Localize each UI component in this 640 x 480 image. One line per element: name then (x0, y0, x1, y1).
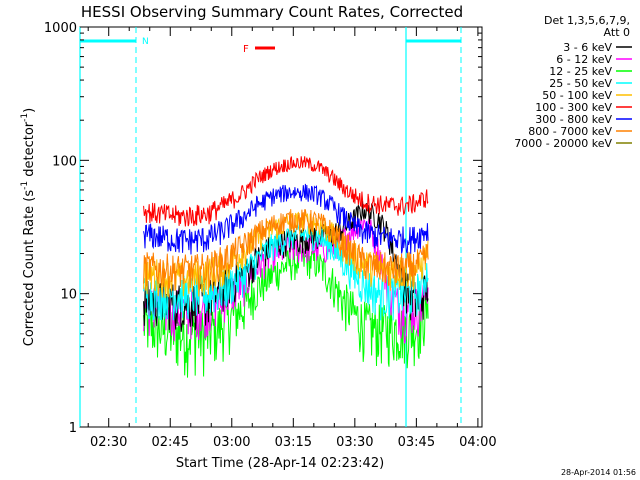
x-tick-labels: 02:30 02:45 03:00 03:15 03:30 03:45 04:00 (90, 435, 497, 450)
legend-header-2: Att 0 (604, 26, 630, 39)
series-layer (143, 156, 429, 378)
legend-label: 3 - 6 keV (563, 41, 612, 54)
y-tick-label: 100 (52, 154, 77, 169)
flare-marker-label: F (243, 44, 249, 55)
tick-layer (80, 26, 482, 428)
legend-header-1: Det 1,3,5,6,7,9, (544, 14, 630, 27)
y-axis-label-end: ) (22, 108, 37, 113)
legend-label: 100 - 300 keV (535, 101, 612, 114)
y-axis-label-mid: detector (22, 121, 37, 181)
x-tick-label: 03:00 (213, 435, 250, 450)
y-tick-label: 1000 (44, 21, 77, 36)
x-tick-label: 03:45 (398, 435, 435, 450)
legend-label: 25 - 50 keV (549, 77, 612, 90)
series-line-800-7000-kev (143, 209, 429, 291)
y-axis-label: Corrected Count Rate (s-1 detector-1) (20, 108, 37, 346)
x-tick-label: 04:00 (459, 435, 496, 450)
x-tick-label: 02:45 (152, 435, 189, 450)
series-line-100-300-kev (143, 156, 429, 227)
legend-label: 50 - 100 keV (542, 89, 612, 102)
y-tick-label: 1 (69, 421, 77, 436)
y-axis-label-sup-1: -1 (20, 181, 30, 190)
night-marker-label: N (142, 37, 149, 47)
chart-title: HESSI Observing Summary Count Rates, Cor… (81, 3, 463, 21)
y-axis-label-sup-2: -1 (20, 113, 30, 122)
y-axis-label-main: Corrected Count Rate (s (22, 190, 37, 347)
footer-timestamp: 28-Apr-2014 01:56 (561, 468, 636, 477)
x-tick-label: 02:30 (90, 435, 127, 450)
legend-label: 800 - 7000 keV (528, 125, 612, 138)
legend-label: 300 - 800 keV (535, 113, 612, 126)
observation-overlays: NF (79, 27, 462, 427)
plot-area: NF (79, 26, 483, 428)
y-tick-label: 10 (60, 288, 77, 303)
series-line-300-800-kev (143, 183, 429, 255)
x-axis-label: Start Time (28-Apr-14 02:23:42) (176, 456, 384, 471)
series-line-3-6-kev (143, 200, 429, 332)
legend-label: 12 - 25 keV (549, 65, 612, 78)
legend-label: 6 - 12 keV (556, 53, 612, 66)
y-tick-labels: 1 10 100 1000 (44, 21, 77, 436)
x-tick-label: 03:15 (275, 435, 312, 450)
x-tick-label: 03:30 (336, 435, 373, 450)
legend-label: 7000 - 20000 keV (514, 137, 612, 150)
